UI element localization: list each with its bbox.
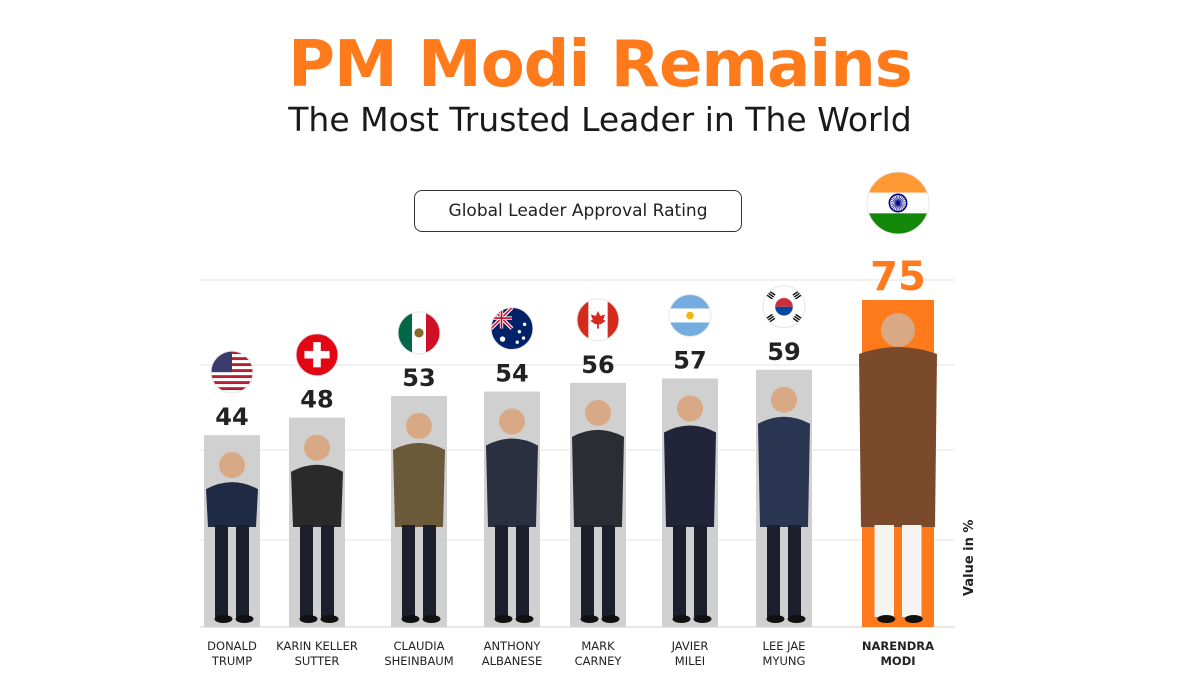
- leader-shoe: [877, 615, 896, 623]
- leader-leg-left: [215, 525, 228, 617]
- leader-torso: [572, 429, 624, 527]
- switzerland-flag-icon: [295, 333, 339, 377]
- leader-torso: [758, 416, 810, 527]
- leader-shoe: [422, 615, 441, 623]
- leader-figure: [859, 313, 937, 623]
- leader-torso: [291, 464, 343, 527]
- chart-title: Global Leader Approval Rating: [414, 190, 742, 232]
- tick-label: KARIN KELLER SUTTER: [276, 639, 358, 668]
- leader-shoe: [672, 615, 691, 623]
- data-label: 44: [215, 403, 248, 431]
- data-label: 54: [495, 360, 528, 388]
- leader-shoe: [580, 615, 599, 623]
- leader-shoe: [320, 615, 339, 623]
- leader-leg-right: [694, 525, 707, 617]
- leader-torso: [393, 442, 445, 527]
- leader-leg-right: [321, 525, 334, 617]
- leader-head: [771, 386, 797, 413]
- tick-label: LEE JAE MYUNG: [763, 639, 806, 668]
- argentina-flag-icon: [668, 293, 712, 337]
- y-axis-label: Value in %: [962, 519, 977, 596]
- usa-flag-icon: [210, 350, 254, 394]
- leader-leg-left: [581, 525, 594, 617]
- leader-torso: [206, 482, 258, 527]
- data-label: 75: [870, 254, 926, 300]
- leader-leg-left: [402, 525, 415, 617]
- page-title: PM Modi Remains: [288, 28, 913, 102]
- data-label: 48: [300, 386, 333, 414]
- leader-head: [219, 452, 245, 479]
- leader-shoe: [787, 615, 806, 623]
- tick-label: DONALD TRUMP: [207, 639, 257, 668]
- leader-leg-right: [516, 525, 529, 617]
- leader-leg-left: [767, 525, 780, 617]
- leader-head: [304, 434, 330, 461]
- leader-shoe: [235, 615, 254, 623]
- india-flag-icon: [866, 171, 930, 235]
- leader-head: [881, 313, 915, 347]
- leader-figure: [393, 412, 445, 623]
- data-label: 56: [581, 351, 614, 379]
- leader-shoe: [766, 615, 785, 623]
- leader-head: [406, 412, 432, 439]
- tick-label: NARENDRA MODI: [862, 639, 934, 668]
- data-label: 57: [673, 346, 706, 374]
- tick-label: MARK CARNEY: [575, 639, 623, 668]
- leader-leg-right: [236, 525, 249, 617]
- leader-leg-right: [902, 525, 922, 617]
- tick-label: JAVIER MILEI: [671, 639, 709, 668]
- leader-head: [499, 408, 525, 435]
- leader-figure: [758, 386, 810, 623]
- leader-torso: [664, 425, 716, 527]
- leader-figure: [572, 399, 624, 623]
- south-korea-flag-icon: [762, 285, 806, 329]
- leader-figure: [206, 452, 258, 623]
- page-subtitle: The Most Trusted Leader in The World: [288, 100, 912, 139]
- data-label: 59: [767, 338, 800, 366]
- leader-leg-left: [495, 525, 508, 617]
- leader-leg-left: [673, 525, 686, 617]
- leader-shoe: [494, 615, 513, 623]
- leader-head: [585, 399, 611, 426]
- leader-shoe: [904, 615, 923, 623]
- leader-torso: [859, 347, 937, 527]
- australia-flag-icon: [490, 307, 534, 351]
- leader-shoe: [299, 615, 318, 623]
- leader-leg-right: [602, 525, 615, 617]
- leader-figure: [486, 408, 538, 623]
- canada-flag-icon: [576, 298, 620, 342]
- leader-leg-right: [423, 525, 436, 617]
- leader-leg-left: [874, 525, 894, 617]
- leader-leg-right: [788, 525, 801, 617]
- leader-torso: [486, 438, 538, 527]
- tick-label: CLAUDIA SHEINBAUM: [384, 639, 453, 668]
- leader-figure: [664, 395, 716, 623]
- leader-shoe: [515, 615, 534, 623]
- leader-head: [677, 395, 703, 422]
- mexico-flag-icon: [397, 311, 441, 355]
- leader-shoe: [601, 615, 620, 623]
- leader-shoe: [401, 615, 420, 623]
- leader-leg-left: [300, 525, 313, 617]
- leader-shoe: [693, 615, 712, 623]
- data-label: 53: [402, 364, 435, 392]
- leader-figure: [291, 434, 343, 623]
- leader-shoe: [214, 615, 233, 623]
- tick-label: ANTHONY ALBANESE: [482, 639, 542, 668]
